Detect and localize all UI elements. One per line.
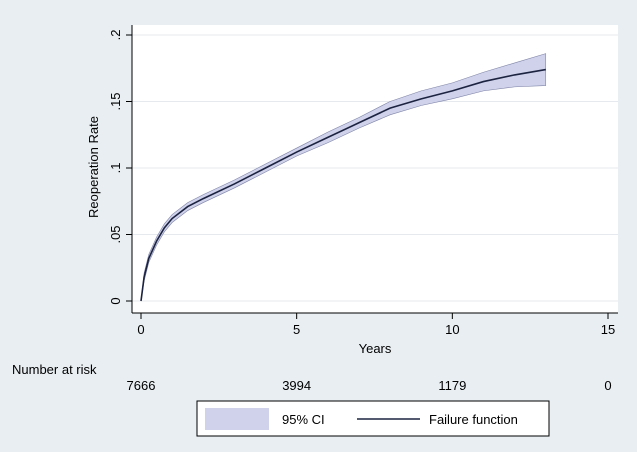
y-tick-label: .1 [108,163,123,174]
x-tick-label: 15 [601,322,615,337]
risk-value: 1179 [438,378,466,393]
legend: 95% CI Failure function [196,400,550,437]
grid-lines [132,34,618,302]
x-tick-label: 0 [137,322,144,337]
y-axis-label: Reoperation Rate [86,116,101,218]
risk-table-label: Number at risk [12,362,97,377]
y-tick-label: .05 [108,225,123,243]
y-tick-label: 0 [108,297,123,304]
series-group [140,68,546,302]
x-tick-label: 5 [293,322,300,337]
risk-table: Number at risk 7666 3994 1179 0 [12,362,612,393]
axes: 0 .05 .1 .15 .2 0 5 10 15 [108,25,618,337]
risk-value: 3994 [282,378,311,393]
risk-value: 0 [604,378,611,393]
x-tick-label: 10 [445,322,459,337]
x-axis-label: Years [359,341,392,356]
legend-swatch-ci [205,408,269,430]
risk-value: 7666 [127,378,156,393]
failure-function-line [140,68,546,302]
y-tick-label: .2 [108,30,123,41]
legend-label-failure: Failure function [429,412,518,427]
legend-label-ci: 95% CI [282,412,325,427]
y-tick-label: .15 [108,92,123,110]
